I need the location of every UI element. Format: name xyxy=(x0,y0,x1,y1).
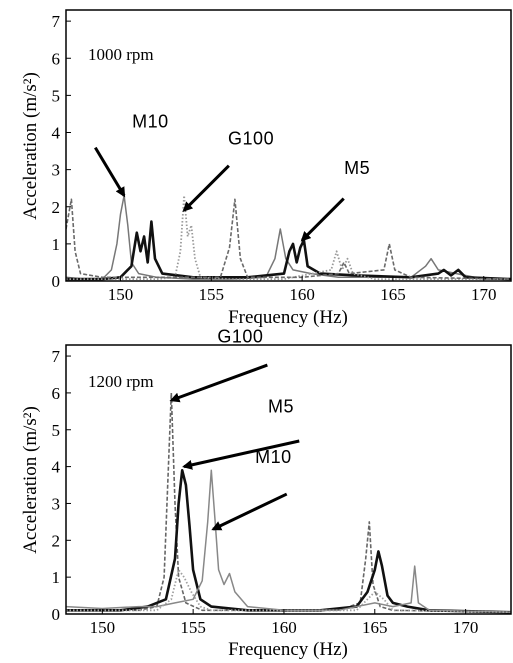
x-tick-label: 150 xyxy=(90,618,116,637)
annotation-label: G100 xyxy=(217,326,263,346)
y-tick-label: 6 xyxy=(52,49,61,68)
y-tick-label: 7 xyxy=(52,347,61,366)
plot-lines xyxy=(66,392,511,614)
y-axis-label: Acceleration (m/s²) xyxy=(20,406,41,554)
x-tick-label: 170 xyxy=(471,285,497,304)
y-tick-label: 3 xyxy=(52,494,61,513)
annotation-arrow xyxy=(182,439,300,470)
x-axis-label: Frequency (Hz) xyxy=(228,307,348,328)
y-tick-label: 1 xyxy=(52,568,61,587)
y-tick-label: 7 xyxy=(52,12,61,31)
y-tick-label: 2 xyxy=(52,531,61,550)
series-line-thin-solid-gray xyxy=(66,469,511,613)
annotation-arrow xyxy=(211,492,288,531)
x-tick-label: 160 xyxy=(289,285,315,304)
plot-frame xyxy=(65,344,512,615)
plot-lines xyxy=(66,194,511,281)
annotation-label: M10 xyxy=(132,112,169,132)
y-tick-label: 4 xyxy=(52,124,61,143)
y-tick-label: 6 xyxy=(52,384,61,403)
plot-frame xyxy=(65,9,512,282)
series-line-dotted-gray xyxy=(66,194,511,280)
series-line-dashed-gray xyxy=(66,392,511,613)
series-line-thick-solid-black xyxy=(66,469,511,614)
series-line-dotted-gray xyxy=(66,568,511,614)
x-ticks: 150 155 160 165 170 xyxy=(108,276,497,304)
annotation-arrow xyxy=(182,164,230,212)
annotations: G100 M5 M10 xyxy=(169,326,300,531)
y-ticks: 0 1 2 3 4 5 6 7 xyxy=(52,12,71,291)
y-tick-label: 0 xyxy=(52,605,61,624)
y-tick-label: 4 xyxy=(52,458,61,477)
y-tick-label: 0 xyxy=(52,272,61,291)
y-tick-label: 5 xyxy=(52,86,61,105)
series-line-thick-solid-black xyxy=(66,220,511,281)
panel-label: 1000 rpm xyxy=(88,45,154,64)
annotations: M10 G100 M5 xyxy=(94,112,370,242)
chart-panel-1200rpm: 150 155 160 165 170 0 1 2 3 4 5 6 7 1200 rpm Freque… xyxy=(20,326,512,660)
annotation-label: M10 xyxy=(255,447,292,467)
y-tick-label: 3 xyxy=(52,161,61,180)
y-tick-label: 2 xyxy=(52,198,61,217)
y-tick-label: 1 xyxy=(52,235,61,254)
series-line-thin-solid-gray xyxy=(66,194,511,280)
x-tick-label: 165 xyxy=(380,285,406,304)
y-axis-label: Acceleration (m/s²) xyxy=(20,72,41,220)
x-axis-label: Frequency (Hz) xyxy=(228,639,348,660)
annotation-arrow xyxy=(94,146,126,198)
y-ticks: 0 1 2 3 4 5 6 7 xyxy=(52,347,71,624)
annotation-arrow xyxy=(300,197,345,242)
x-ticks: 150 155 160 165 170 xyxy=(90,609,479,637)
x-tick-label: 155 xyxy=(199,285,225,304)
panel-label: 1200 rpm xyxy=(88,372,154,391)
annotation-label: M5 xyxy=(344,158,370,178)
x-tick-label: 155 xyxy=(180,618,206,637)
y-tick-label: 5 xyxy=(52,421,61,440)
series-line-dashed-gray xyxy=(66,198,511,280)
annotation-label: M5 xyxy=(268,397,294,417)
annotation-label: G100 xyxy=(228,128,274,148)
x-tick-label: 160 xyxy=(271,618,297,637)
annotation-arrow xyxy=(169,363,268,403)
chart-panel-1000rpm: 150 155 160 165 170 0 1 2 3 4 5 6 7 1000 rpm Freque… xyxy=(20,9,512,328)
x-tick-label: 165 xyxy=(362,618,388,637)
x-tick-label: 150 xyxy=(108,285,134,304)
x-tick-label: 170 xyxy=(453,618,479,637)
